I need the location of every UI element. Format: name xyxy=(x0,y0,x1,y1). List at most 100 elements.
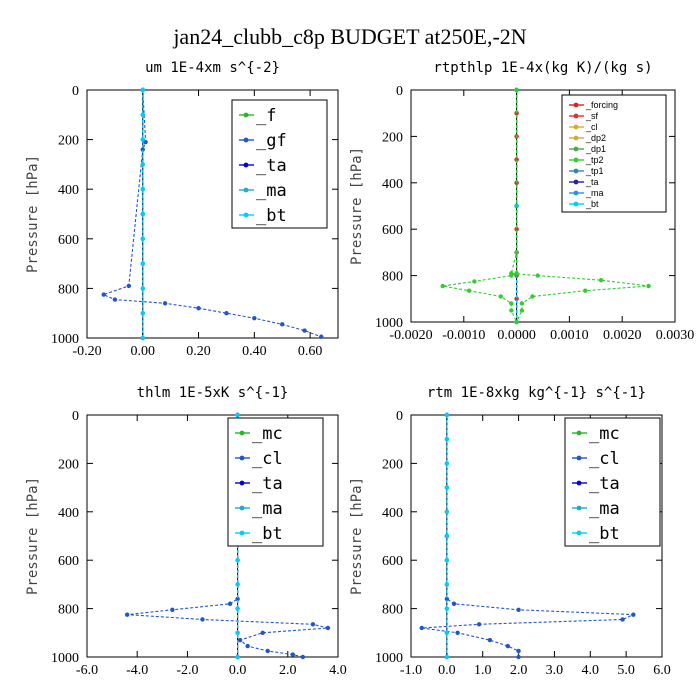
legend-label: _dp2 xyxy=(585,133,606,143)
data-point xyxy=(487,637,493,643)
data-point xyxy=(514,227,519,232)
data-point xyxy=(319,334,324,339)
legend-label: _ma xyxy=(585,188,604,198)
data-point xyxy=(530,294,535,299)
legend-label: _bt xyxy=(589,524,620,544)
legend-marker xyxy=(573,201,579,207)
y-tick-label: 600 xyxy=(58,554,79,569)
data-point xyxy=(514,296,519,301)
data-point xyxy=(455,630,460,635)
legend-marker xyxy=(576,530,582,536)
data-point xyxy=(140,137,145,142)
legend-label: _cl xyxy=(589,449,620,469)
data-point xyxy=(444,412,450,418)
legend-marker xyxy=(239,455,245,461)
legend-marker xyxy=(239,430,245,436)
x-tick-label: 6.0 xyxy=(653,663,671,678)
data-point xyxy=(235,596,240,602)
y-tick-label: 200 xyxy=(382,130,403,145)
data-point xyxy=(302,328,307,333)
series-bt xyxy=(140,87,145,341)
legend-marker xyxy=(239,530,245,536)
legend: _f _gf _ta _ma _bt xyxy=(231,99,328,229)
legend-label: _tp1 xyxy=(585,166,604,176)
legend-marker xyxy=(239,480,245,486)
legend-entry: _mc xyxy=(235,424,283,444)
data-point xyxy=(235,630,240,635)
legend-marker xyxy=(576,430,582,436)
data-point xyxy=(444,509,450,514)
data-point xyxy=(310,622,316,627)
legend-label: _ma xyxy=(252,499,283,519)
data-point xyxy=(140,211,145,217)
chart-title: thlm 1E-5xK s^{-1} xyxy=(137,385,289,401)
y-tick-label: 1000 xyxy=(375,651,403,666)
x-tick-label: 0.60 xyxy=(298,344,323,359)
data-point xyxy=(516,607,521,613)
legend-entry: _ma xyxy=(239,181,287,201)
y-axis-label: Pressure [hPa] xyxy=(349,147,365,265)
data-point xyxy=(140,87,145,93)
x-tick-label: 2.0 xyxy=(279,663,297,678)
y-tick-label: 800 xyxy=(382,603,403,618)
legend-marker xyxy=(243,187,249,193)
y-tick-label: 800 xyxy=(58,282,79,297)
data-point xyxy=(519,308,525,313)
legend-label: _f xyxy=(256,106,276,126)
x-tick-label: 5.0 xyxy=(617,663,635,678)
legend: _mc _cl _ta _ma _bt xyxy=(564,417,661,547)
data-point xyxy=(235,654,240,660)
data-point xyxy=(620,617,625,622)
legend-entry: _sf xyxy=(569,111,599,121)
legend-entry: _ta xyxy=(239,156,287,176)
data-point xyxy=(444,630,450,635)
x-tick-label: 0.0030 xyxy=(656,328,695,343)
chart-title: rtm 1E-8xkg kg^{-1} s^{-1} xyxy=(427,385,646,401)
legend-label: _ta xyxy=(589,474,620,494)
y-tick-label: 400 xyxy=(58,183,79,198)
x-tick-label: 0.20 xyxy=(186,344,211,359)
data-point xyxy=(245,643,250,649)
data-point xyxy=(514,157,519,162)
series-cl xyxy=(124,412,331,660)
legend-label: _sf xyxy=(585,111,599,121)
legend-marker xyxy=(243,112,249,118)
x-tick-label: -2.0 xyxy=(176,663,198,678)
data-point xyxy=(466,288,472,293)
y-tick-label: 400 xyxy=(382,177,403,192)
data-point xyxy=(444,606,450,611)
data-point xyxy=(235,558,240,563)
series-line xyxy=(127,415,329,658)
data-point xyxy=(509,308,514,313)
data-point xyxy=(300,654,306,660)
figure-title: jan24_clubb_c8p BUDGET at250E,-2N xyxy=(172,24,526,49)
x-tick-label: 1.0 xyxy=(474,663,492,678)
data-point xyxy=(631,612,636,617)
legend-marker xyxy=(573,102,579,108)
data-point xyxy=(140,162,145,167)
x-tick-label: -0.0010 xyxy=(442,328,485,343)
data-point xyxy=(444,485,450,490)
legend-marker xyxy=(239,505,245,511)
data-point xyxy=(112,297,118,302)
data-point xyxy=(516,648,521,654)
y-axis-label: Pressure [hPa] xyxy=(25,155,41,273)
plot-frame xyxy=(86,414,339,658)
data-point xyxy=(444,533,450,539)
legend-marker xyxy=(573,113,579,119)
data-point xyxy=(444,558,450,563)
data-point xyxy=(444,461,450,466)
legend-entry: _bt xyxy=(235,524,283,544)
y-tick-label: 1000 xyxy=(375,316,403,331)
legend-entry: _ta xyxy=(572,474,620,494)
legend-marker xyxy=(573,157,579,163)
data-point xyxy=(514,111,519,116)
legend-label: _ta xyxy=(252,474,283,494)
data-point xyxy=(440,283,445,289)
legend-marker xyxy=(573,168,579,174)
legend-marker xyxy=(243,162,249,168)
legend-entry: _ta xyxy=(569,177,599,187)
data-point xyxy=(196,306,201,311)
legend-entry: _gf xyxy=(239,131,287,151)
